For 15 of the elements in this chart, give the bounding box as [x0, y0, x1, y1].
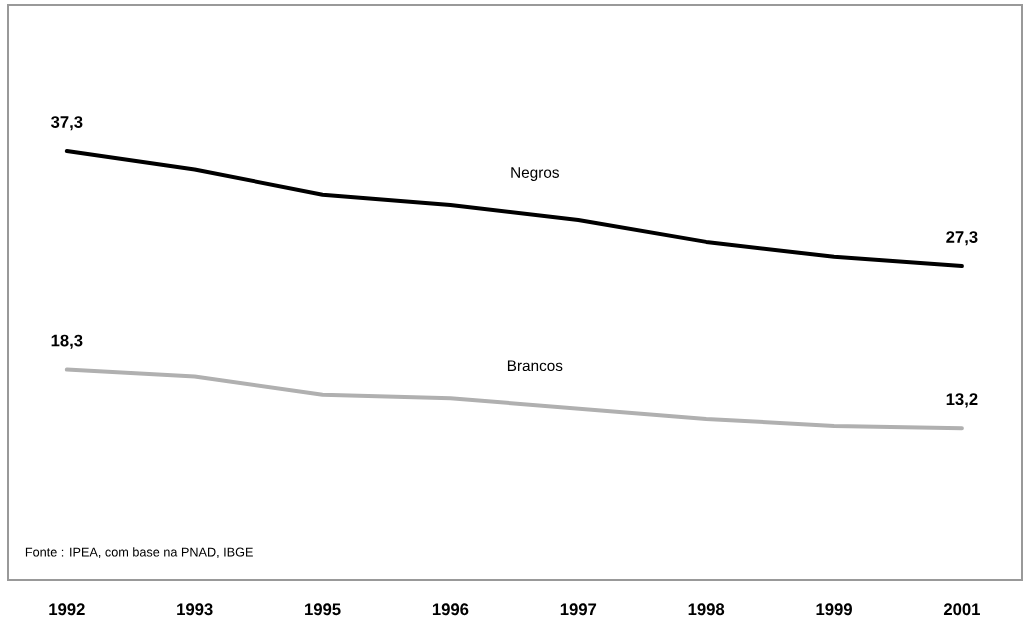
x-tick-label: 1992 — [49, 603, 85, 616]
data-label: 37,3 — [50, 116, 83, 131]
data-label: 18,3 — [51, 334, 83, 349]
x-tick-label: 1998 — [688, 603, 725, 616]
text: Brancos — [507, 360, 563, 372]
annotation: Fonte : IPEA, com base na PNAD, IBGE — [25, 547, 253, 559]
x-tick-label: 1997 — [560, 603, 597, 616]
x-tick-label: 1996 — [432, 603, 469, 616]
x-tick-label: 2001 — [943, 603, 980, 616]
data-label: 27,3 — [946, 231, 978, 246]
text: Negros — [511, 167, 559, 181]
x-tick-label: 1995 — [305, 603, 341, 616]
x-tick-label: 1999 — [816, 603, 852, 616]
data-label: 13,2 — [946, 393, 978, 408]
x-tick-label: 1993 — [177, 603, 213, 616]
